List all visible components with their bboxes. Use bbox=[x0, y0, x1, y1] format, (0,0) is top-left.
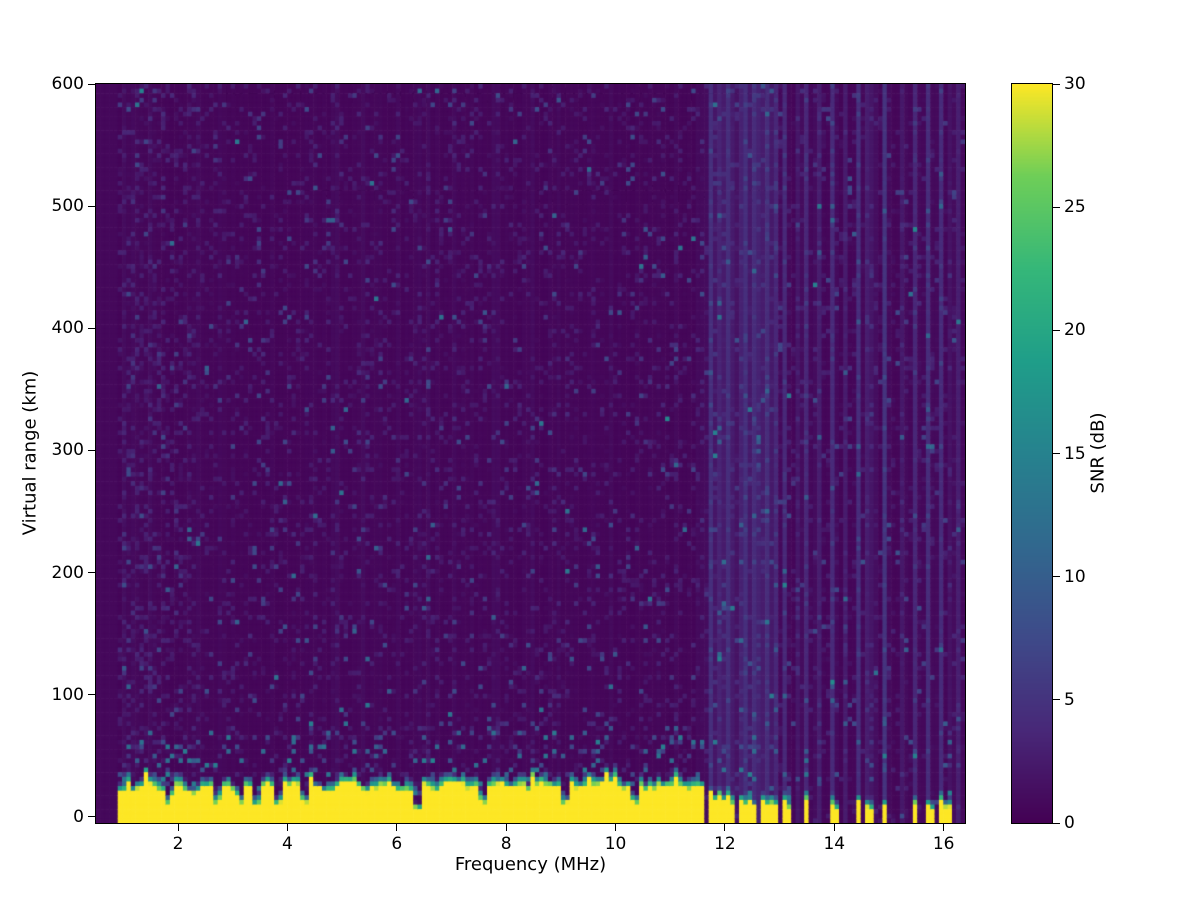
colorbar-canvas bbox=[1012, 84, 1052, 823]
heatmap-plot-area bbox=[95, 83, 966, 824]
y-tick-label: 300 bbox=[51, 440, 84, 461]
x-tick-label: 10 bbox=[604, 834, 627, 854]
y-tick-mark bbox=[88, 816, 95, 818]
colorbar-label: SNR (dB) bbox=[1087, 412, 1109, 494]
x-tick-label: 2 bbox=[172, 834, 184, 854]
x-tick-mark bbox=[833, 824, 835, 831]
y-tick-mark bbox=[88, 694, 95, 696]
colorbar-tick-label: 25 bbox=[1064, 197, 1086, 218]
y-tick-mark bbox=[88, 83, 95, 85]
y-tick-label: 500 bbox=[51, 196, 84, 217]
x-tick-mark bbox=[615, 824, 617, 831]
colorbar-tick-mark bbox=[1053, 822, 1060, 824]
x-tick-label: 12 bbox=[714, 834, 736, 854]
colorbar-tick-mark bbox=[1053, 83, 1060, 85]
colorbar-tick-mark bbox=[1053, 206, 1060, 208]
colorbar-tick-mark bbox=[1053, 329, 1060, 331]
x-tick-mark bbox=[177, 824, 179, 831]
colorbar-tick-mark bbox=[1053, 699, 1060, 701]
y-tick-label: 0 bbox=[73, 806, 84, 827]
y-tick-mark bbox=[88, 572, 95, 574]
x-tick-mark bbox=[943, 824, 945, 831]
colorbar-tick-label: 15 bbox=[1064, 443, 1086, 464]
y-tick-mark bbox=[88, 327, 95, 329]
x-axis-label: Frequency (MHz) bbox=[454, 854, 607, 875]
y-tick-label: 200 bbox=[51, 562, 84, 583]
colorbar-tick-label: 5 bbox=[1064, 689, 1075, 710]
colorbar-tick-label: 0 bbox=[1064, 813, 1075, 833]
colorbar-tick-label: 10 bbox=[1064, 566, 1086, 587]
x-tick-mark bbox=[286, 824, 288, 831]
y-tick-label: 100 bbox=[51, 684, 84, 705]
x-tick-label: 16 bbox=[932, 834, 955, 854]
x-tick-mark bbox=[724, 824, 726, 831]
x-tick-label: 6 bbox=[391, 834, 403, 854]
y-tick-label: 600 bbox=[51, 74, 84, 94]
colorbar-tick-mark bbox=[1053, 453, 1060, 454]
colorbar-tick-mark bbox=[1053, 576, 1060, 578]
colorbar bbox=[1011, 83, 1053, 824]
y-tick-mark bbox=[88, 449, 95, 451]
colorbar-tick-label: 20 bbox=[1064, 320, 1086, 341]
x-tick-mark bbox=[505, 824, 507, 831]
colorbar-tick-label: 30 bbox=[1064, 74, 1086, 94]
x-tick-mark bbox=[396, 824, 398, 831]
y-tick-mark bbox=[88, 205, 95, 207]
x-tick-label: 14 bbox=[823, 834, 846, 854]
x-tick-label: 4 bbox=[281, 834, 293, 854]
ionogram-canvas bbox=[96, 84, 965, 823]
y-tick-label: 400 bbox=[51, 318, 84, 339]
x-tick-label: 8 bbox=[500, 834, 512, 854]
